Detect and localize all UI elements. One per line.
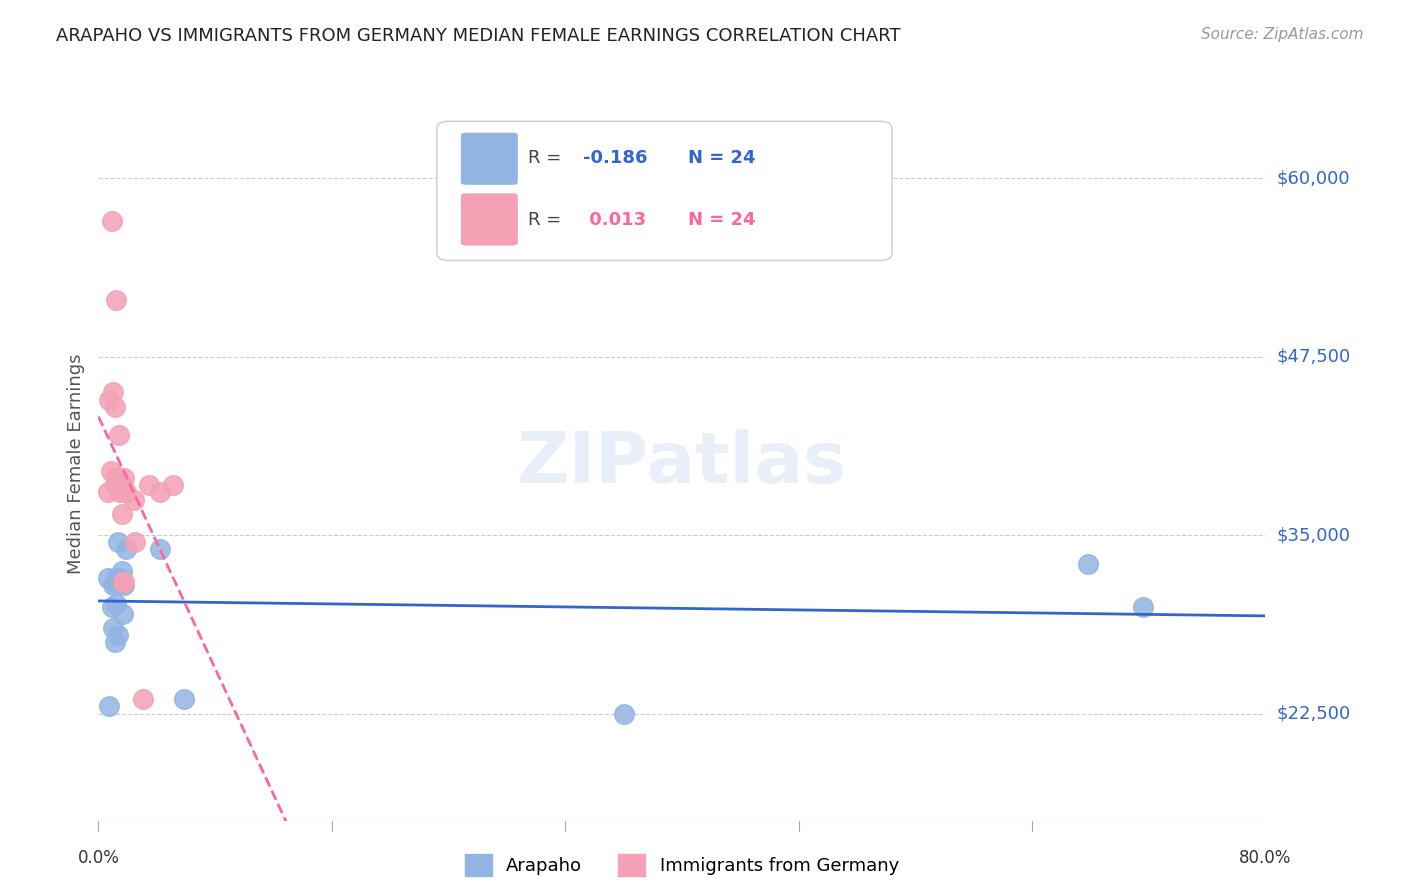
Point <box>97 485 120 500</box>
Point <box>98 392 121 407</box>
Point <box>111 574 134 588</box>
Point <box>122 492 145 507</box>
Point <box>105 571 128 585</box>
Point <box>124 535 146 549</box>
Point <box>100 464 122 478</box>
Point <box>101 214 124 228</box>
Point <box>108 573 131 587</box>
Text: 0.0%: 0.0% <box>77 849 120 867</box>
Point <box>1132 599 1154 614</box>
Point <box>110 485 132 500</box>
Legend: Arapaho, Immigrants from Germany: Arapaho, Immigrants from Germany <box>457 847 907 883</box>
Point <box>112 578 135 592</box>
Point <box>112 471 135 485</box>
Point <box>98 699 121 714</box>
Point <box>149 485 172 500</box>
Point <box>103 385 125 400</box>
FancyBboxPatch shape <box>437 121 891 260</box>
Point <box>111 607 134 621</box>
Point <box>114 485 136 500</box>
Point <box>104 400 127 414</box>
Point <box>132 692 155 706</box>
Text: R =: R = <box>527 150 567 168</box>
Point <box>107 628 129 642</box>
Point <box>162 478 184 492</box>
Text: $47,500: $47,500 <box>1277 348 1351 366</box>
Point <box>108 428 131 442</box>
FancyBboxPatch shape <box>460 132 519 186</box>
Point <box>613 706 636 721</box>
Text: Source: ZipAtlas.com: Source: ZipAtlas.com <box>1201 27 1364 42</box>
Point <box>173 692 195 706</box>
Point <box>111 575 134 590</box>
Point <box>107 471 129 485</box>
Text: ZIPatlas: ZIPatlas <box>517 429 846 499</box>
Text: $60,000: $60,000 <box>1277 169 1350 187</box>
Point <box>149 542 172 557</box>
Point <box>111 564 134 578</box>
Text: N = 24: N = 24 <box>688 211 755 228</box>
FancyBboxPatch shape <box>460 193 519 246</box>
Point <box>108 576 131 591</box>
Point <box>103 621 125 635</box>
Text: ARAPAHO VS IMMIGRANTS FROM GERMANY MEDIAN FEMALE EARNINGS CORRELATION CHART: ARAPAHO VS IMMIGRANTS FROM GERMANY MEDIA… <box>56 27 901 45</box>
Text: N = 24: N = 24 <box>688 150 755 168</box>
Point <box>1077 557 1099 571</box>
Text: 80.0%: 80.0% <box>1239 849 1292 867</box>
Point <box>114 542 136 557</box>
Text: -0.186: -0.186 <box>582 150 647 168</box>
Point <box>111 478 134 492</box>
Point <box>104 471 127 485</box>
Point <box>111 507 134 521</box>
Point <box>105 597 128 611</box>
Point <box>103 578 125 592</box>
Text: $35,000: $35,000 <box>1277 526 1351 544</box>
Point <box>104 575 127 590</box>
Point <box>104 635 127 649</box>
Point <box>112 575 135 590</box>
Point <box>105 293 128 307</box>
Point <box>107 535 129 549</box>
Text: R =: R = <box>527 211 567 228</box>
Y-axis label: Median Female Earnings: Median Female Earnings <box>66 353 84 574</box>
Point <box>138 478 160 492</box>
Point <box>101 599 124 614</box>
Point <box>105 478 128 492</box>
Text: 0.013: 0.013 <box>582 211 645 228</box>
Point <box>110 571 132 585</box>
Text: $22,500: $22,500 <box>1277 705 1351 723</box>
Point <box>97 571 120 585</box>
